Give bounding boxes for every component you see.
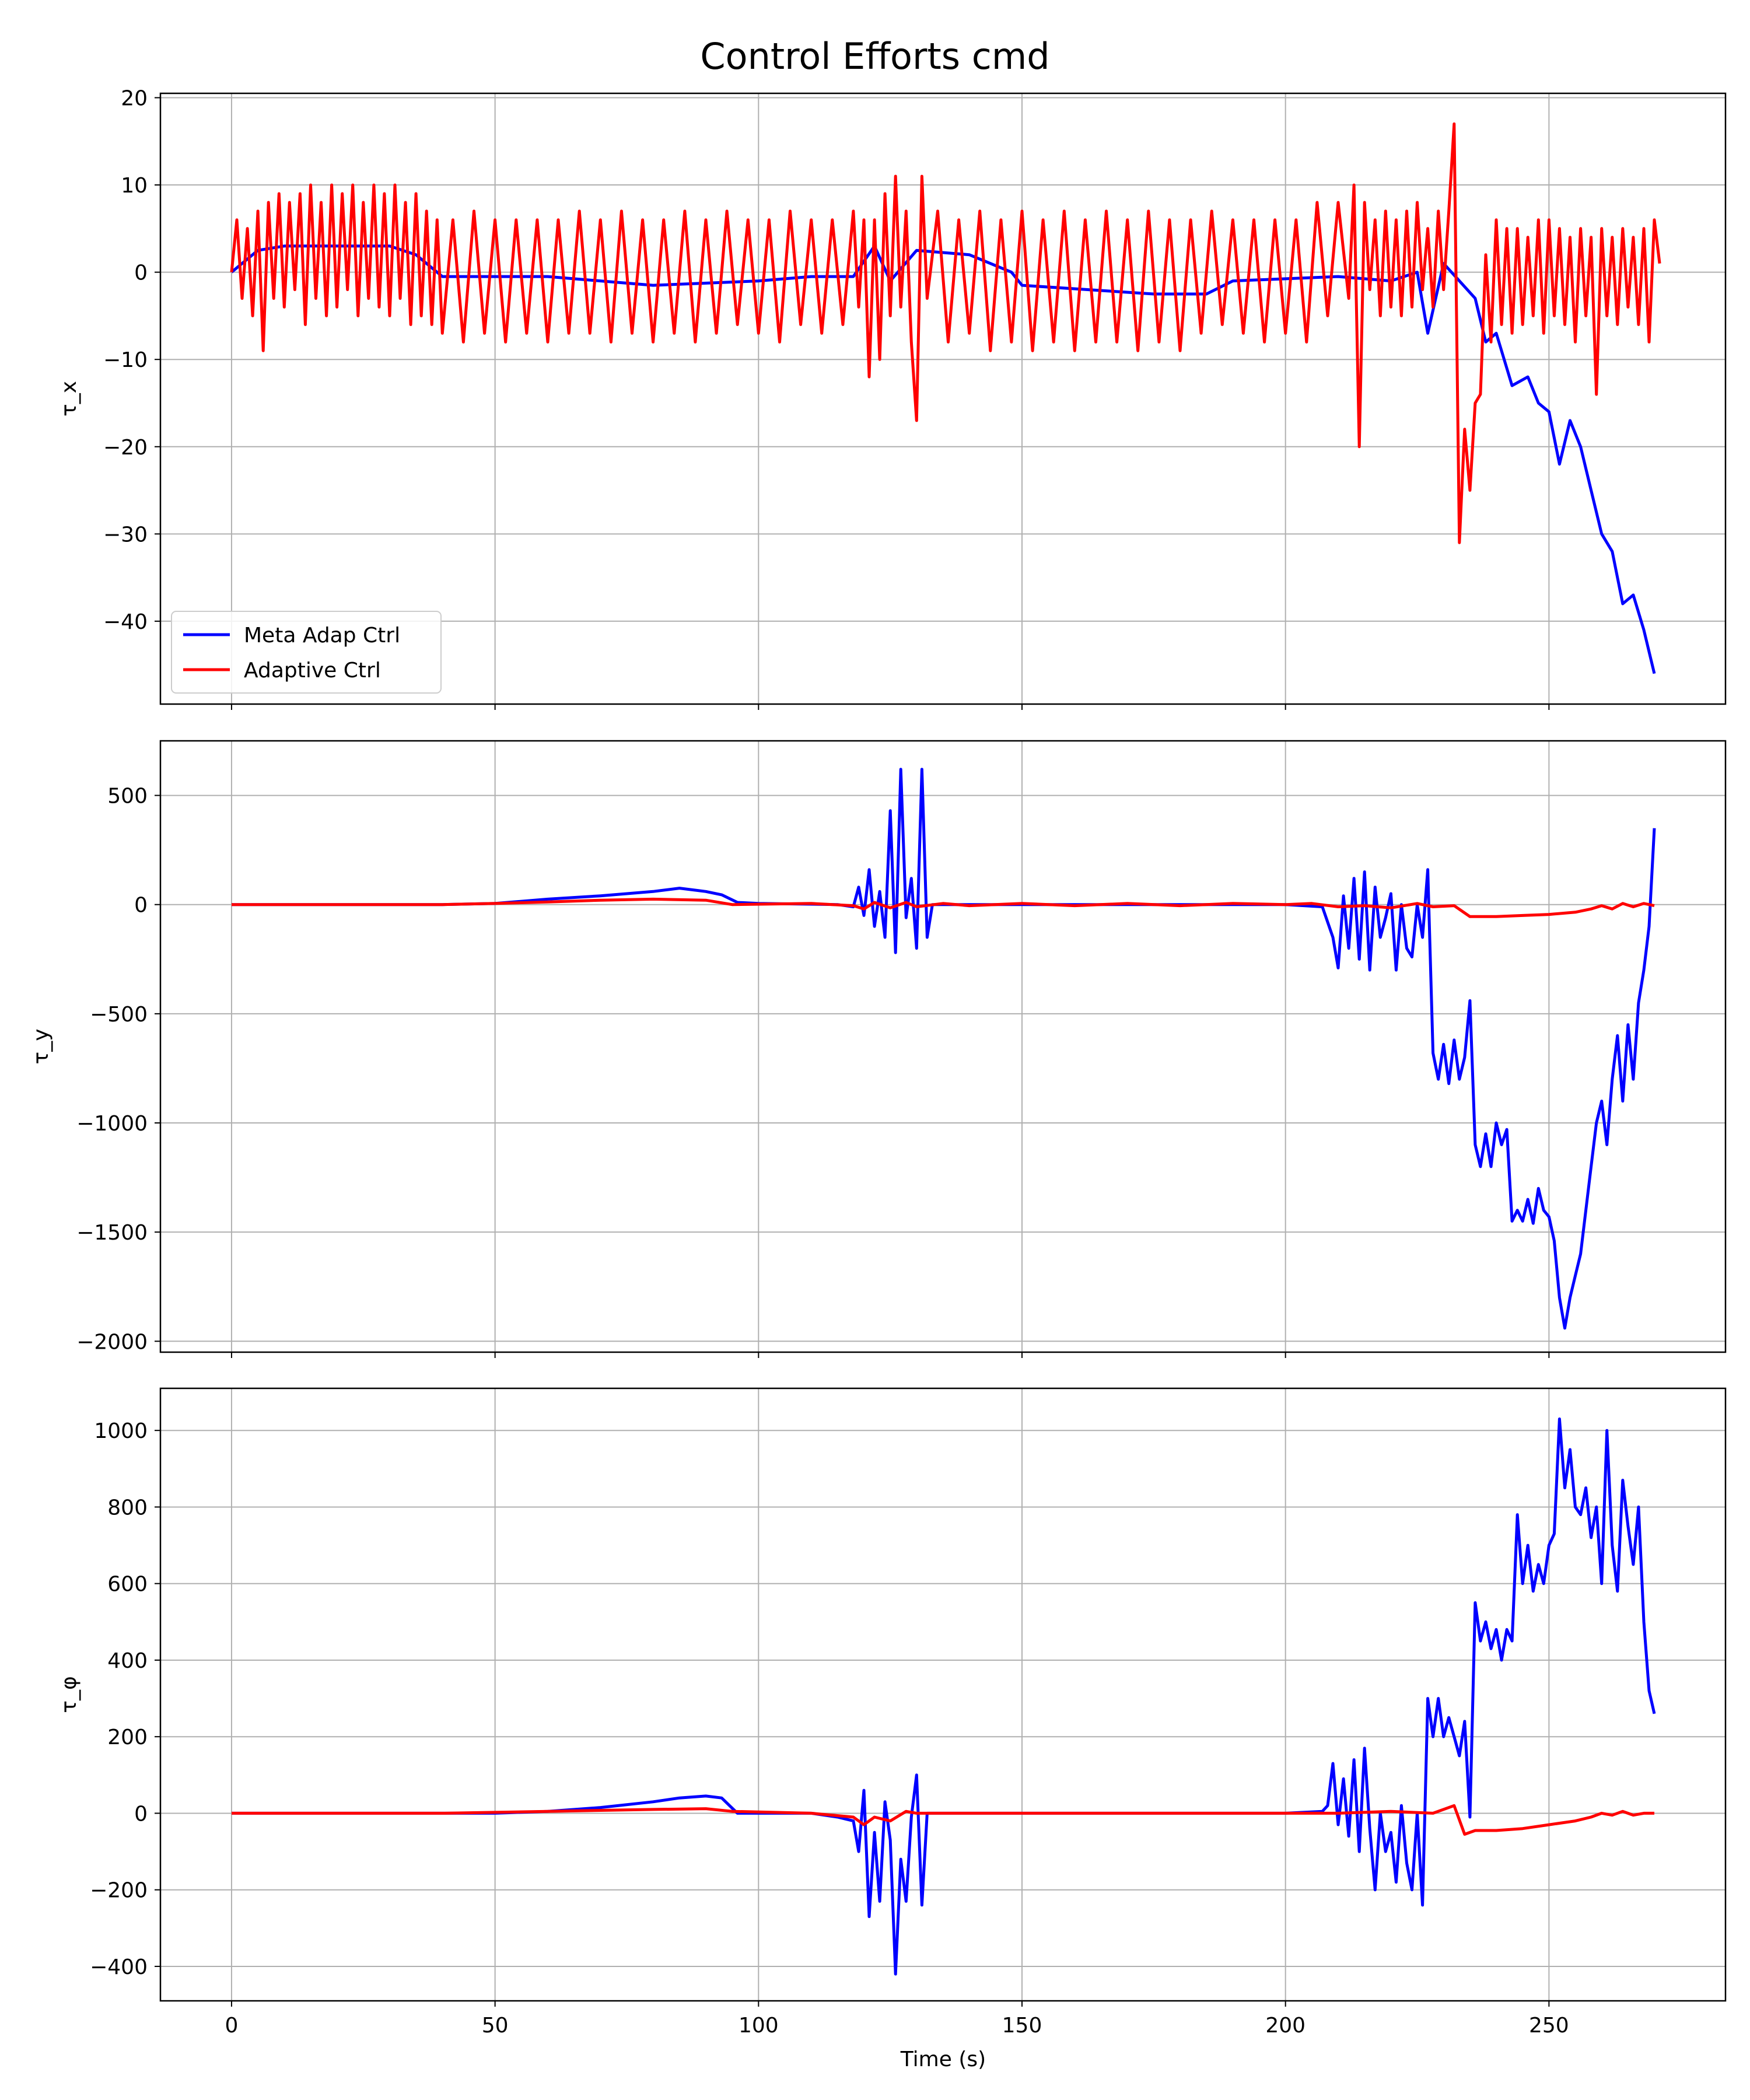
y-tick-label: −20 (103, 436, 148, 460)
y-tick-label: −10 (103, 348, 148, 372)
y-tick-label: 0 (134, 1802, 148, 1826)
y-tick-label: −1000 (76, 1112, 148, 1136)
legend-label: Adaptive Ctrl (244, 659, 381, 682)
y-tick-label: 200 (107, 1726, 148, 1749)
plot-frame (159, 740, 1727, 1353)
y-axis-label: τ_φ (57, 1676, 81, 1713)
plot-frame (159, 1387, 1727, 2002)
legend: Meta Adap Ctrl Adaptive Ctrl (171, 611, 442, 694)
figure-title: Control Efforts cmd (700, 35, 1049, 78)
y-tick-label: 0 (134, 261, 148, 285)
y-axis-label: τ_x (57, 381, 81, 416)
y-tick-label: 1000 (94, 1419, 148, 1443)
subplot-2: 500 0 −500 −1000 −1500 −2000 τ_y (29, 740, 1727, 1358)
y-tick-label: 500 (107, 785, 148, 808)
x-tick-label: 100 (738, 2014, 779, 2038)
y-tick-label: 0 (134, 894, 148, 918)
y-tick-label: −40 (103, 610, 148, 634)
y-tick-label: −1500 (76, 1221, 148, 1245)
series-line-adaptive-ctrl (232, 1804, 1654, 1836)
series-line-adaptive-ctrl (230, 122, 1661, 544)
y-tick-label: −400 (90, 1955, 148, 1979)
x-axis-label: Time (s) (900, 2048, 986, 2071)
subplot-3: 0 50 100 150 200 250 1000 800 600 400 200 0 −200 −400… (57, 1387, 1727, 2038)
series-line-meta-adap-ctrl (232, 1418, 1656, 1976)
y-tick-label: 20 (121, 86, 148, 110)
series-line-adaptive-ctrl (232, 897, 1655, 918)
y-tick-label: 600 (107, 1573, 148, 1597)
x-tick-label: 250 (1529, 2014, 1569, 2038)
plot-frame (159, 92, 1727, 705)
series-line-meta-adap-ctrl (232, 768, 1656, 1330)
y-tick-label: 10 (121, 174, 148, 198)
legend-box (171, 611, 442, 694)
y-tick-label: −30 (103, 523, 148, 547)
subplot-1: 20 10 0 −10 −20 −30 −40 τ_x Meta Adap Ctrl Adapti… (57, 86, 1727, 710)
y-tick-label: 400 (107, 1649, 148, 1673)
series-line-meta-adap-ctrl (230, 244, 1656, 674)
x-tick-label: 150 (1002, 2014, 1042, 2038)
y-axis-label: τ_y (29, 1029, 53, 1065)
y-tick-label: −2000 (76, 1330, 148, 1354)
legend-label: Meta Adap Ctrl (244, 624, 400, 648)
y-tick-label: −500 (90, 1003, 148, 1027)
y-tick-label: 800 (107, 1496, 148, 1520)
y-tick-label: −200 (90, 1879, 148, 1903)
x-tick-label: 200 (1265, 2014, 1306, 2038)
x-tick-label: 50 (482, 2014, 509, 2038)
x-tick-label: 0 (225, 2014, 239, 2038)
